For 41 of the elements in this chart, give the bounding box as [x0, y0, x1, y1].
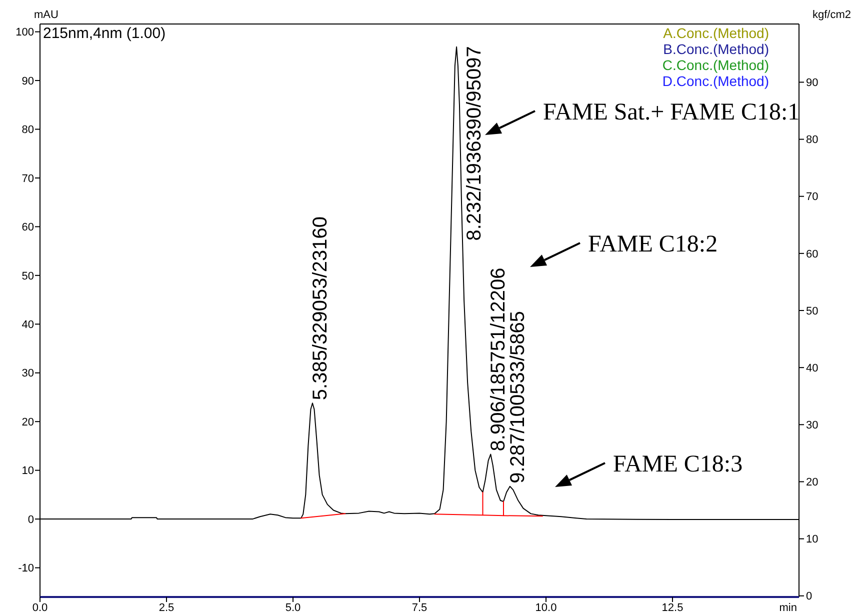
y2-tick-label: 30	[806, 419, 818, 432]
x-tick-label: 5.0	[285, 602, 301, 614]
y2-tick-label: 0	[806, 590, 812, 603]
x-tick-label: 2.5	[158, 602, 174, 614]
y-tick-label: -10	[18, 562, 34, 575]
y2-tick-label: 90	[806, 77, 818, 90]
y-tick-label: 80	[22, 124, 34, 136]
annotation: FAME C18:2	[588, 231, 718, 258]
annotation: 8.232/1936390/95097	[464, 46, 486, 241]
annotation: 5.385/329053/23160	[309, 216, 332, 400]
y-tick-label: 0	[28, 514, 34, 526]
annotation: FAME C18:3	[613, 451, 743, 478]
y-tick-label: 70	[22, 172, 34, 185]
legend-label: B.Conc.(Method)	[663, 41, 769, 57]
y2-tick-label: 20	[806, 476, 818, 489]
y2-tick-label: 40	[806, 362, 818, 374]
x-tick-label: 0.0	[32, 602, 48, 614]
x-tick-label: 7.5	[412, 602, 428, 614]
y2-tick-label: 10	[806, 534, 818, 546]
y2-tick-label: 60	[806, 248, 818, 260]
y2-axis-title: kgf/cm2	[812, 9, 851, 21]
x-tick-label: 12.5	[662, 602, 684, 614]
y2-tick-label: 80	[806, 134, 818, 146]
y-axis-title: mAU	[34, 9, 58, 21]
x-axis-title: min	[779, 602, 797, 614]
y-tick-label: 30	[22, 368, 34, 380]
y-tick-label: 60	[22, 222, 34, 234]
y-tick-label: 90	[22, 75, 34, 88]
y2-tick-label: 70	[806, 191, 818, 204]
x-tick-label: 10.0	[535, 602, 557, 614]
legend-label: C.Conc.(Method)	[662, 57, 769, 73]
y2-tick-label: 50	[806, 305, 818, 318]
y-tick-label: 100	[16, 26, 34, 39]
annotation: FAME Sat.+ FAME C18:1	[543, 99, 800, 126]
y-tick-label: 40	[22, 318, 34, 331]
y-tick-label: 50	[22, 270, 34, 282]
text: 215nm,4nm (1.00)	[43, 25, 166, 42]
legend-label: D.Conc.(Method)	[662, 73, 769, 89]
y-tick-label: 20	[22, 416, 34, 428]
y-tick-label: 10	[22, 465, 34, 478]
legend-label: A.Conc.(Method)	[663, 25, 769, 41]
